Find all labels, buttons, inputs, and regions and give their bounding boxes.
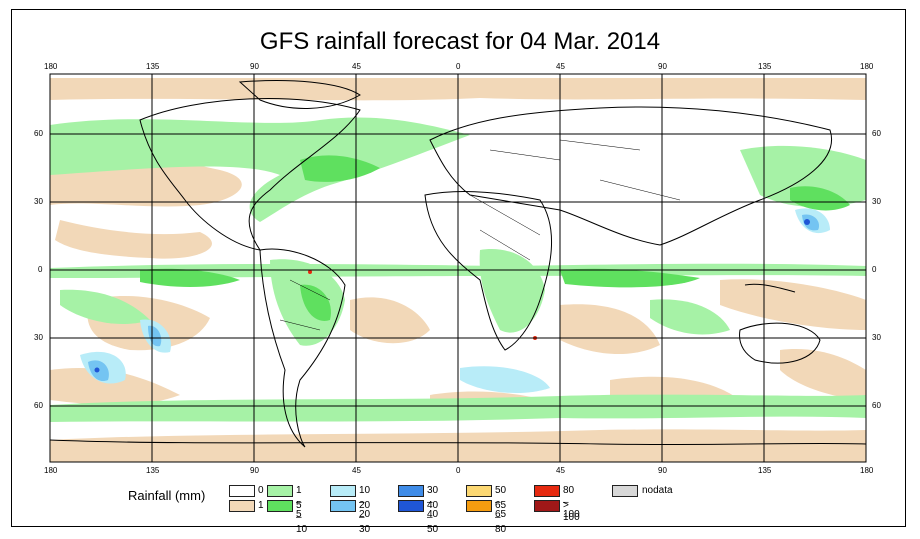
- legend-label: 50 – 65: [495, 485, 507, 520]
- lon-tick-bottom: 90: [250, 466, 259, 475]
- legend-label: 20 – 30: [359, 500, 371, 535]
- lat-tick-right: 30: [872, 333, 881, 342]
- legend-label: 10 – 20: [359, 485, 371, 520]
- lon-tick-top: 180: [860, 62, 874, 71]
- legend-label: 80 – 100: [563, 485, 580, 520]
- legend-label: nodata: [642, 485, 673, 496]
- legend-swatch: [466, 500, 492, 512]
- lat-tick-right: 0: [872, 265, 877, 274]
- lon-tick-bottom: 135: [758, 466, 772, 475]
- legend-label: 30 – 40: [427, 485, 439, 520]
- legend-swatch: [398, 485, 424, 497]
- legend-title: Rainfall (mm): [128, 488, 206, 503]
- lon-tick-bottom: 45: [352, 466, 361, 475]
- lon-tick-top: 135: [758, 62, 772, 71]
- legend-swatch: [229, 485, 255, 497]
- coastlines: [50, 80, 866, 448]
- rain-band-5-10mm: [140, 155, 850, 321]
- legend-swatch: [612, 485, 638, 497]
- lon-tick-bottom: 90: [658, 466, 667, 475]
- legend-label: 5 – 10: [296, 500, 308, 535]
- legend-swatch: [466, 485, 492, 497]
- legend-swatch: [229, 500, 255, 512]
- lat-tick-left: 60: [34, 129, 43, 138]
- legend-swatch: [534, 500, 560, 512]
- legend-swatch: [330, 500, 356, 512]
- lon-tick-top: 45: [352, 62, 361, 71]
- lon-tick-top: 180: [44, 62, 58, 71]
- legend-swatch: [267, 500, 293, 512]
- map-border: [49, 73, 867, 463]
- legend-swatch: [534, 485, 560, 497]
- lon-tick-top: 0: [456, 62, 461, 71]
- legend-label: 0: [258, 485, 264, 496]
- lon-tick-bottom: 45: [556, 466, 565, 475]
- lat-tick-left: 30: [34, 197, 43, 206]
- legend-label: > 100: [563, 500, 580, 523]
- figure-frame: [11, 9, 906, 527]
- legend-swatch: [267, 485, 293, 497]
- lon-tick-bottom: 180: [44, 466, 58, 475]
- graticule: [50, 74, 866, 462]
- lon-tick-top: 90: [250, 62, 259, 71]
- page-title: GFS rainfall forecast for 04 Mar. 2014: [259, 28, 661, 55]
- lat-tick-right: 60: [872, 401, 881, 410]
- legend-label: 65 – 80: [495, 500, 507, 535]
- legend-swatch: [398, 500, 424, 512]
- legend-label: 40 – 50: [427, 500, 439, 535]
- lat-tick-left: 0: [38, 265, 43, 274]
- country-borders: [279, 139, 681, 331]
- legend-swatch: [330, 485, 356, 497]
- lat-tick-left: 30: [34, 333, 43, 342]
- legend-label: 1 – 5: [296, 485, 302, 520]
- legend-label: 1: [258, 500, 264, 511]
- rain-band-40-50mm: [94, 219, 810, 373]
- lat-tick-right: 60: [872, 129, 881, 138]
- lon-tick-bottom: 135: [146, 466, 160, 475]
- lat-tick-left: 60: [34, 401, 43, 410]
- lon-tick-top: 45: [556, 62, 565, 71]
- lon-tick-top: 90: [658, 62, 667, 71]
- lon-tick-bottom: 0: [456, 466, 461, 475]
- lon-tick-bottom: 180: [860, 466, 874, 475]
- lat-tick-right: 30: [872, 197, 881, 206]
- lon-tick-top: 135: [146, 62, 160, 71]
